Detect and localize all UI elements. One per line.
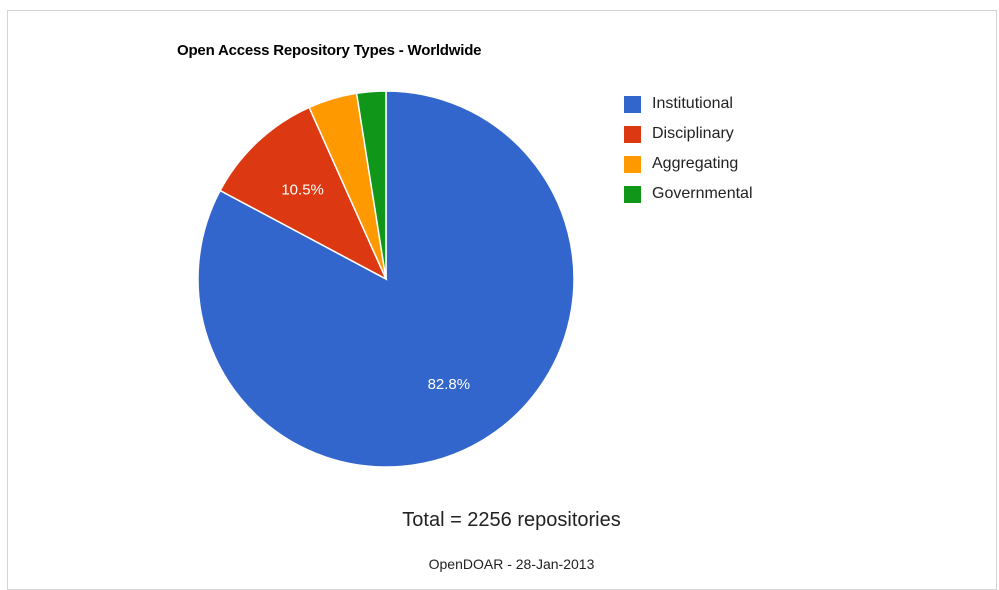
legend-label: Aggregating bbox=[652, 155, 739, 172]
legend-item-disciplinary[interactable]: Disciplinary bbox=[624, 119, 753, 149]
legend-label: Institutional bbox=[652, 95, 733, 112]
legend-item-governmental[interactable]: Governmental bbox=[624, 179, 753, 209]
legend-label: Disciplinary bbox=[652, 125, 734, 142]
legend-item-aggregating[interactable]: Aggregating bbox=[624, 149, 753, 179]
legend-swatch-institutional bbox=[624, 95, 641, 113]
legend-swatch-governmental bbox=[624, 185, 641, 203]
source-caption: OpenDOAR - 28-Jan-2013 bbox=[428, 556, 595, 572]
pie-data-label: 10.5% bbox=[281, 182, 324, 199]
total-repositories-text: Total = 2256 repositories bbox=[402, 509, 621, 531]
legend-swatch-disciplinary bbox=[624, 125, 641, 143]
pie-slice-governmental[interactable] bbox=[355, 90, 387, 280]
legend-item-institutional[interactable]: Institutional bbox=[624, 89, 753, 119]
pie-data-label: 82.8% bbox=[428, 376, 471, 393]
pie-slice-disciplinary[interactable] bbox=[219, 106, 388, 281]
chart-title: Open Access Repository Types - Worldwide bbox=[177, 42, 482, 59]
chart-legend: Institutional Disciplinary Aggregating G… bbox=[624, 89, 753, 209]
legend-label: Governmental bbox=[652, 185, 753, 202]
legend-swatch-aggregating bbox=[624, 155, 641, 173]
